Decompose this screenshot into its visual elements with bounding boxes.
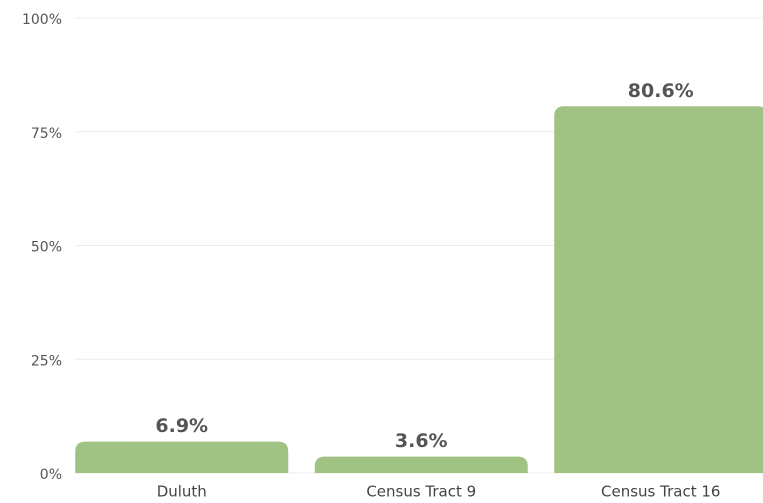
y-tick-label: 50% <box>31 240 62 256</box>
x-tick-label: Census Tract 16 <box>601 483 720 501</box>
y-tick-label: 0% <box>40 467 62 483</box>
bar <box>75 441 289 473</box>
bar <box>554 106 763 473</box>
y-tick-label: 75% <box>31 126 62 142</box>
y-tick-label: 100% <box>22 12 62 28</box>
x-tick-label: Census Tract 9 <box>366 483 476 501</box>
bar <box>314 456 528 473</box>
value-label: 6.9% <box>155 415 208 437</box>
value-label: 80.6% <box>628 80 694 102</box>
value-label: 3.6% <box>395 430 448 452</box>
x-tick-label: Duluth <box>157 483 207 501</box>
y-tick-label: 25% <box>31 353 62 369</box>
